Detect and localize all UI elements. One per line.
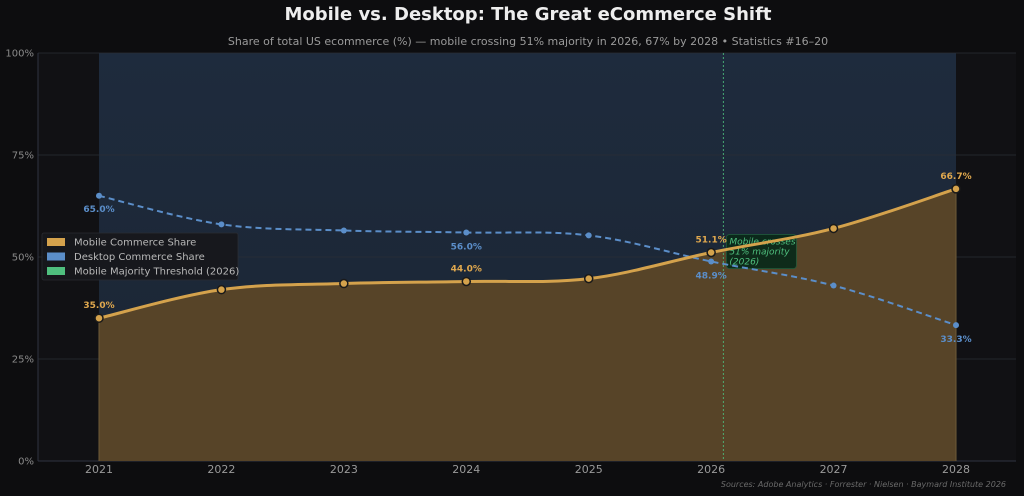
mobile-data-point [951,184,961,194]
desktop-data-label: 48.9% [696,271,727,281]
legend-swatch [47,252,65,261]
mobile-series-line [98,187,957,320]
x-tick-label: 2025 [575,463,603,476]
desktop-data-label: 65.0% [83,205,114,215]
legend-swatch [47,238,65,246]
legend-label: Desktop Commerce Share [74,252,205,263]
mobile-data-point [94,313,104,323]
desktop-series-line [98,194,957,327]
desktop-data-point [585,232,592,239]
mobile-data-point [828,223,839,234]
mobile-line-layer [94,184,961,323]
y-tick-label: 25% [12,355,34,366]
mobile-data-label: 51.1% [696,236,727,246]
y-tick-label: 100% [5,49,34,60]
desktop-data-point [340,227,347,234]
mobile-data-point [216,284,227,295]
desktop-data-point [463,229,470,236]
x-tick-label: 2024 [452,463,480,476]
threshold-annotation-box [725,234,797,269]
legend-swatch [47,267,65,275]
legend-label: Mobile Commerce Share [74,238,196,249]
desktop-data-point [830,282,837,289]
x-tick-label: 2028 [942,463,970,476]
x-tick-label: 2027 [820,463,848,476]
x-tick-label: 2021 [85,463,113,476]
y-tick-label: 0% [18,457,34,468]
legend-label: Mobile Majority Threshold (2026) [74,267,239,278]
mobile-data-point [706,247,716,258]
source-note: Sources: Adobe Analytics · Forrester · N… [721,480,1006,489]
desktop-line-layer [96,192,959,329]
threshold-annotation-line: (2026) [729,258,759,268]
desktop-data-point [218,221,225,228]
desktop-data-label: 56.0% [451,243,482,253]
x-tick-label: 2026 [697,463,725,476]
desktop-data-point [708,258,715,265]
desktop-data-label: 33.3% [940,335,971,345]
mobile-data-label: 44.0% [451,264,482,274]
mobile-data-label: 35.0% [83,301,114,311]
desktop-data-point [953,322,959,329]
mobile-data-point [583,273,594,284]
chart-title: Mobile vs. Desktop: The Great eCommerce … [284,4,771,25]
y-tick-label: 75% [12,151,34,162]
mobile-data-point [461,276,472,287]
chart-subtitle: Share of total US ecommerce (%) — mobile… [228,35,828,48]
x-tick-label: 2022 [207,463,235,476]
threshold-annotation-line: 51% majority [729,248,790,258]
legend: Mobile Commerce Share Desktop Commerce Sh… [41,232,239,281]
x-tick-label: 2023 [330,463,358,476]
axis-layer: 0% 25% 50% 75% 100% 2021 2022 2023 2024 2025 2026 2… [5,49,970,477]
y-tick-label: 50% [12,253,34,264]
data-label-layer: 35.0% 44.0% 51.1% 66.7% 65.0% 56.0% 48.9% 33.3% [83,172,971,345]
legend-box [41,232,239,281]
desktop-data-point [96,192,102,199]
mobile-data-label: 66.7% [940,172,971,182]
mobile-data-point [339,278,349,289]
